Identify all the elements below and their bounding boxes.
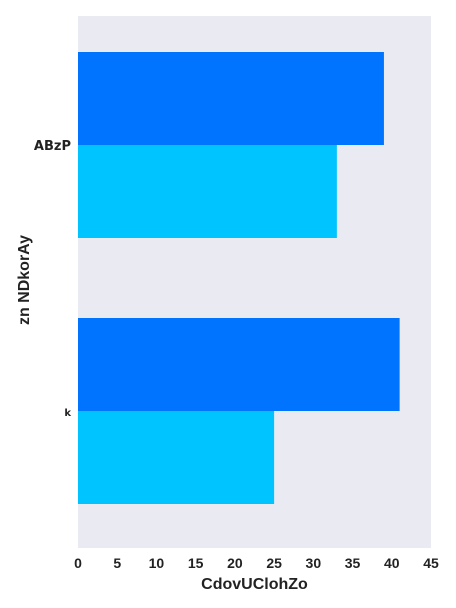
x-tick-label: 40 (384, 555, 400, 571)
y-category-label: k (64, 408, 71, 419)
bar-ABzP-series-2 (78, 145, 337, 238)
x-tick-label: 30 (306, 555, 322, 571)
y-axis-categories: ABzP k (34, 139, 71, 419)
x-tick-label: 10 (149, 555, 165, 571)
bars (78, 52, 400, 504)
y-category-label: ABzP (34, 139, 71, 154)
x-tick-label: 15 (188, 555, 204, 571)
y-axis-title: zn NDkorAy (16, 235, 33, 325)
x-tick-label: 20 (227, 555, 243, 571)
bar-k-series-1 (78, 318, 400, 411)
x-tick-label: 35 (345, 555, 361, 571)
x-tick-label: 0 (74, 555, 82, 571)
bar-k-series-2 (78, 411, 275, 504)
x-tick-label: 25 (266, 555, 282, 571)
bar-ABzP-series-1 (78, 52, 384, 145)
x-tick-label: 5 (113, 555, 121, 571)
x-axis-title: CdovUClohZo (201, 576, 308, 593)
x-tick-label: 45 (423, 555, 439, 571)
x-axis-ticks: 0 5 10 15 20 25 30 35 40 45 (74, 555, 439, 571)
